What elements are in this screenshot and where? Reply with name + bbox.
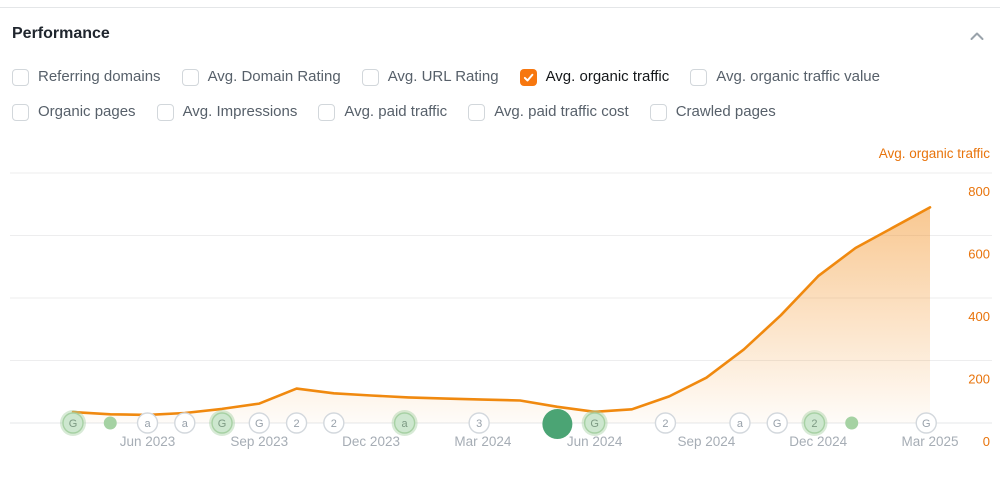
metric-checkbox-avg-paid-traffic[interactable]: Avg. paid traffic <box>318 103 447 121</box>
chevron-up-icon <box>970 32 984 40</box>
x-axis-label-mar-2024: Mar 2024 <box>454 434 512 449</box>
event-marker-3[interactable] <box>468 412 490 434</box>
check-icon <box>523 73 533 81</box>
metric-checkbox-referring-domains[interactable]: Referring domains <box>12 68 161 86</box>
event-marker-letter: G <box>69 418 78 430</box>
event-marker-2-green[interactable] <box>803 412 826 434</box>
event-marker-g-green[interactable] <box>583 412 606 434</box>
y-axis-label-800: 800 <box>968 184 990 199</box>
metrics-row-1: Referring domains Avg. Domain Rating Avg. … <box>12 68 996 86</box>
panel-divider <box>0 7 1000 8</box>
metric-label: Avg. URL Rating <box>387 68 499 85</box>
x-axis-label-dec-2024: Dec 2024 <box>789 434 847 449</box>
event-marker-letter: a <box>402 418 409 430</box>
y-axis-label-400: 400 <box>968 309 990 324</box>
metric-label: Avg. Impressions <box>182 103 298 120</box>
metric-label: Avg. paid traffic cost <box>494 103 629 120</box>
metric-label: Avg. paid traffic <box>344 103 448 120</box>
x-axis-label-sep-2024: Sep 2024 <box>678 434 736 449</box>
checkbox[interactable] <box>468 103 486 121</box>
event-marker-dot[interactable] <box>103 416 117 430</box>
event-marker-letter: a <box>144 418 151 430</box>
event-marker-big-dot[interactable] <box>542 409 573 439</box>
metric-checkbox-avg-domain-rating[interactable]: Avg. Domain Rating <box>181 68 341 86</box>
metric-label: Avg. Domain Rating <box>207 68 341 85</box>
organic-traffic-chart[interactable]: 0 200 400 600 800 Avg. organic traffic Jun 202… <box>0 140 1000 477</box>
event-marker-letter: 2 <box>811 418 817 430</box>
event-marker-g-green[interactable] <box>211 412 233 434</box>
collapse-panel-button[interactable] <box>968 28 986 44</box>
chart-legend-avg-organic-traffic: Avg. organic traffic <box>879 146 991 161</box>
checkbox[interactable] <box>12 68 29 86</box>
metric-checkbox-avg-organic-traffic[interactable]: Avg. organic traffic <box>519 68 670 86</box>
event-marker-letter: G <box>773 418 782 430</box>
metrics-row-2: Organic pages Avg. Impressions Avg. paid t… <box>12 103 996 121</box>
metric-label: Organic pages <box>38 103 136 120</box>
metric-label: Avg. organic traffic <box>545 68 670 85</box>
metric-checkbox-avg-organic-traffic-value[interactable]: Avg. organic traffic value <box>690 68 880 86</box>
checkbox[interactable] <box>181 68 199 86</box>
checkbox[interactable] <box>690 68 708 86</box>
metric-checkbox-avg-impressions[interactable]: Avg. Impressions <box>156 103 298 121</box>
metric-label: Crawled pages <box>675 103 776 120</box>
checkbox[interactable] <box>156 103 174 121</box>
metric-checkbox-crawled-pages[interactable]: Crawled pages <box>649 103 776 121</box>
page-title: Performance <box>12 25 110 42</box>
event-marker-letter: G <box>922 418 931 430</box>
y-axis-label-600: 600 <box>968 247 990 262</box>
metric-checkbox-organic-pages[interactable]: Organic pages <box>12 103 136 121</box>
event-marker-2[interactable] <box>323 412 345 434</box>
x-axis-label-mar-2025: Mar 2025 <box>901 434 958 449</box>
checkbox[interactable] <box>318 103 336 121</box>
event-marker-g[interactable] <box>915 412 937 434</box>
event-marker-letter: G <box>218 418 227 430</box>
traffic-line-series <box>71 206 932 417</box>
x-axis-label-sep-2023: Sep 2023 <box>230 434 288 449</box>
event-marker-letter: 2 <box>331 418 337 430</box>
checkbox[interactable] <box>12 103 29 121</box>
event-marker-a[interactable] <box>729 412 751 434</box>
event-marker-2[interactable] <box>285 412 308 434</box>
event-marker-g[interactable] <box>248 412 270 434</box>
event-marker-letter: 2 <box>293 418 299 430</box>
checkbox[interactable] <box>361 68 379 86</box>
event-marker-a[interactable] <box>136 412 159 434</box>
event-marker-letter: a <box>737 418 744 430</box>
event-marker-a[interactable] <box>174 412 196 434</box>
checked-checkbox[interactable] <box>519 68 537 86</box>
y-axis-label-0: 0 <box>983 434 990 449</box>
x-axis-label-jun-2024: Jun 2024 <box>567 434 623 449</box>
metric-checkbox-avg-paid-traffic-cost[interactable]: Avg. paid traffic cost <box>468 103 629 121</box>
event-marker-letter: a <box>182 418 189 430</box>
event-marker-letter: 3 <box>476 418 482 430</box>
event-marker-a-green[interactable] <box>393 412 416 434</box>
metric-checkbox-avg-url-rating[interactable]: Avg. URL Rating <box>361 68 499 86</box>
event-marker-letter: G <box>590 418 599 430</box>
event-marker-g-green[interactable] <box>62 412 84 434</box>
traffic-area-fill <box>73 207 930 423</box>
y-axis-label-200: 200 <box>968 372 990 387</box>
event-marker-letter: 2 <box>662 418 668 430</box>
event-marker-g[interactable] <box>766 412 788 434</box>
x-axis-label-dec-2023: Dec 2023 <box>342 434 400 449</box>
event-marker-2[interactable] <box>654 412 677 434</box>
event-marker-letter: G <box>255 418 264 430</box>
checkbox[interactable] <box>649 103 667 121</box>
metric-label: Avg. organic traffic value <box>716 68 880 85</box>
x-axis-label-jun-2023: Jun 2023 <box>120 434 176 449</box>
metric-label: Referring domains <box>38 68 161 85</box>
event-marker-dot[interactable] <box>845 416 859 430</box>
